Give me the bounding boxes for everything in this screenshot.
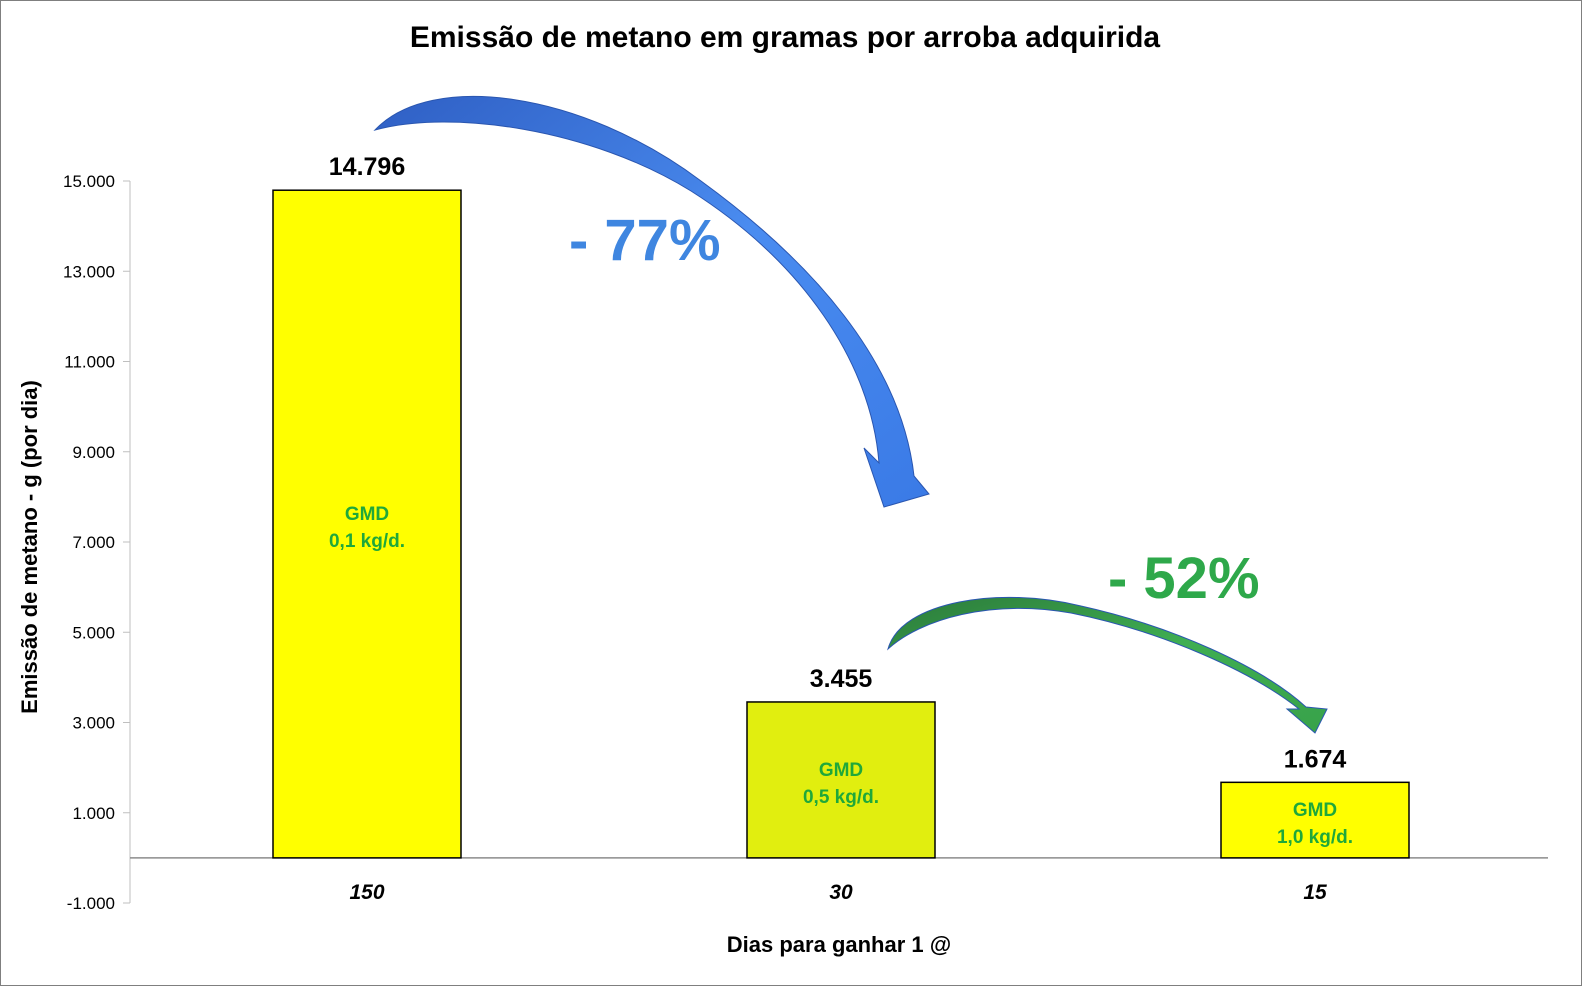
y-tick-label: 13.000	[63, 262, 115, 281]
data-label-15: 1.674	[1284, 745, 1347, 773]
x-axis-label: Dias para ganhar 1 @	[727, 932, 951, 957]
y-tick-label: -1.000	[67, 894, 115, 913]
y-tick-group: -1.000 1.000 3.000 5.000 7.000 9.000 11.000 13.…	[63, 172, 130, 913]
y-tick-label: 11.000	[64, 353, 115, 372]
reduction-arrow-blue	[373, 96, 930, 508]
x-tick-label: 15	[1303, 881, 1327, 904]
bar-inner-label-rate: 1,0 kg/d.	[1277, 827, 1353, 848]
bar-inner-label-gmd: GMD	[345, 504, 389, 525]
data-label-150: 14.796	[329, 153, 405, 181]
y-tick-label: 15.000	[63, 172, 115, 191]
annotation-minus-52: - 52%	[1108, 546, 1260, 611]
x-tick-label: 150	[349, 881, 384, 904]
bar-inner-label-rate: 0,1 kg/d.	[329, 531, 405, 552]
annotation-minus-77: - 77%	[569, 208, 721, 273]
y-tick-label: 1.000	[72, 804, 115, 823]
y-tick-label: 9.000	[72, 443, 115, 462]
y-tick-label: 5.000	[72, 623, 115, 642]
bar-inner-label-gmd: GMD	[1293, 800, 1337, 821]
y-tick-label: 3.000	[72, 714, 115, 733]
y-tick-label: 7.000	[72, 533, 115, 552]
bar-15	[1220, 781, 1410, 859]
bar-30	[746, 701, 936, 859]
bar-inner-label-gmd: GMD	[819, 760, 863, 781]
y-axis-label: Emissão de metano - g (por dia)	[17, 380, 42, 714]
bar-150	[272, 189, 462, 859]
bar-group: 14.796 GMD 0,1 kg/d. 3.455 GMD 0,5 kg/d. 1.674…	[272, 153, 1410, 859]
reduction-arrow-green	[887, 596, 1328, 734]
x-tick-group: 150 30 15	[349, 881, 1327, 904]
x-tick-label: 30	[829, 881, 853, 904]
chart-title: Emissão de metano em gramas por arroba a…	[410, 21, 1161, 54]
data-label-30: 3.455	[810, 665, 873, 693]
bar-inner-label-rate: 0,5 kg/d.	[803, 787, 879, 808]
